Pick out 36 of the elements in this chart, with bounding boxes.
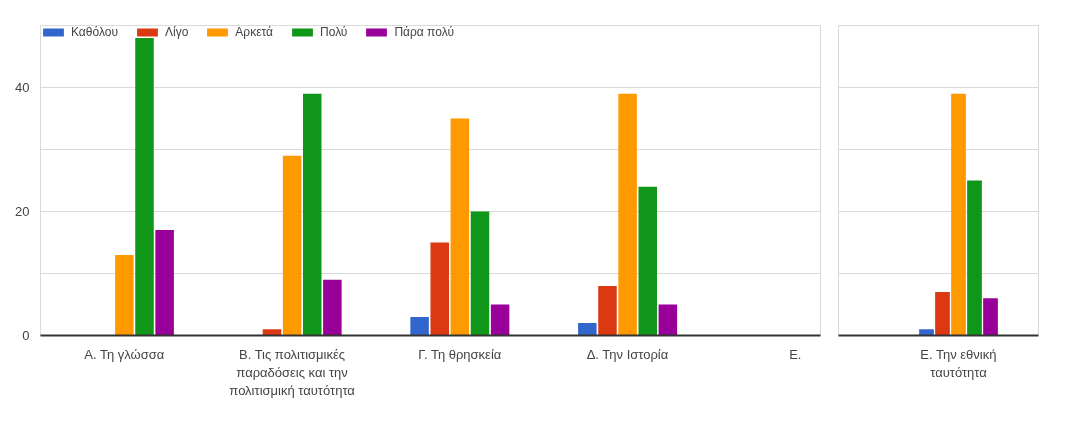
bar [490, 304, 510, 336]
x-tick-label: Γ. Τη θρησκεία [418, 346, 502, 362]
bar [658, 304, 678, 336]
legend-label: Πολύ [320, 25, 348, 39]
y-tick-label: 0 [22, 328, 30, 343]
x-tick-label: Δ. Την Ιστορία [586, 346, 669, 362]
bar [578, 323, 597, 336]
bar [410, 316, 429, 336]
bar [262, 329, 282, 336]
legend-label: Αρκετά [235, 25, 274, 39]
bar [282, 155, 302, 336]
bar [155, 230, 174, 336]
legend-label: Πάρα πολύ [394, 25, 454, 39]
bar [919, 329, 934, 336]
bar [967, 180, 982, 336]
bar [598, 285, 617, 336]
legend-label: Καθόλου [71, 25, 118, 39]
bar [302, 93, 322, 336]
bar [983, 298, 998, 336]
x-tick-label: Α. Τη γλώσσα [84, 346, 165, 362]
legend-label: Λίγο [164, 25, 189, 39]
x-tick-label: Ε. Την εθνική ταυτότητα [920, 346, 997, 380]
bar [935, 292, 950, 336]
bar [430, 242, 449, 336]
y-tick-label: 40 [15, 80, 30, 95]
x-tick-label: Β. Τις πολιτισμικές παραδόσεις και την πολιτισμική ταυτότητα [229, 346, 356, 398]
bar [618, 93, 637, 336]
x-tick-label: Ε. [789, 346, 802, 362]
bar [638, 186, 657, 336]
bar [323, 279, 342, 336]
bar [450, 118, 470, 336]
bar [951, 93, 966, 336]
y-tick-label: 20 [15, 204, 30, 219]
bar [135, 37, 154, 336]
bar [115, 254, 134, 336]
bar [470, 211, 490, 336]
